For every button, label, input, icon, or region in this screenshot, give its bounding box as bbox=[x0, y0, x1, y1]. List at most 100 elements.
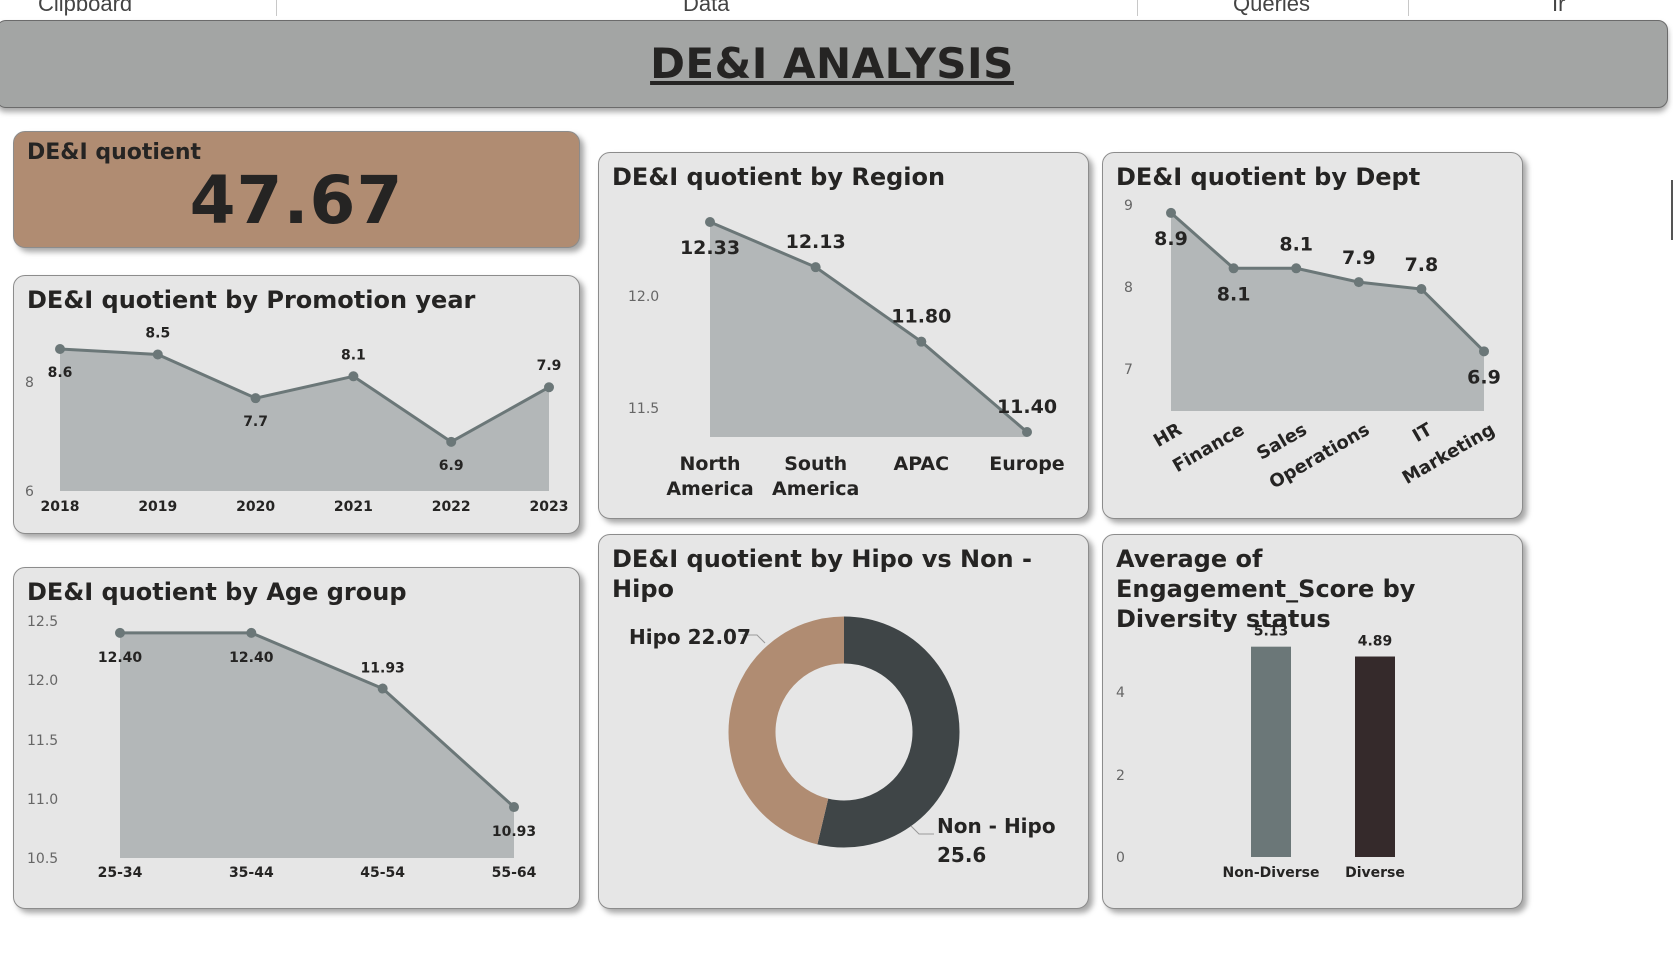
y-axis-tick-label: 11.5 bbox=[27, 733, 58, 749]
bar-data-label: 5.13 bbox=[1254, 624, 1289, 640]
promotion-year-card[interactable]: DE&I quotient by Promotion year 8 6 8.6 8.5… bbox=[13, 275, 580, 534]
data-point-marker bbox=[509, 802, 519, 813]
dashboard-title: DE&I ANALYSIS bbox=[650, 39, 1014, 88]
promotion-card-title: DE&I quotient by Promotion year bbox=[27, 286, 476, 314]
ribbon-separator bbox=[276, 0, 277, 16]
ribbon-separator bbox=[1137, 0, 1138, 16]
data-point-marker bbox=[250, 393, 261, 404]
region-card[interactable]: DE&I quotient by Region 12.0 11.5 12.33 12.… bbox=[598, 152, 1089, 519]
kpi-value: 47.67 bbox=[189, 162, 404, 239]
data-point-marker bbox=[246, 627, 257, 638]
hipo-card[interactable]: DE&I quotient by Hipo vs Non - Hipo Hipo… bbox=[598, 534, 1089, 909]
x-axis-category-label: APAC bbox=[894, 453, 950, 475]
y-axis-tick-label: 7 bbox=[1124, 362, 1133, 378]
y-axis-tick-label: 8 bbox=[1124, 280, 1133, 296]
x-axis-category-label: Europe bbox=[989, 453, 1064, 475]
y-axis-tick-label: 2 bbox=[1116, 768, 1125, 784]
series-line bbox=[1170, 211, 1486, 353]
data-label: 7.9 bbox=[1342, 247, 1376, 269]
data-point-marker bbox=[1291, 263, 1302, 274]
x-axis-category-label: 45-54 bbox=[360, 865, 405, 881]
data-label: 7.7 bbox=[243, 414, 268, 430]
data-label: 6.9 bbox=[1467, 366, 1501, 388]
data-label: 11.80 bbox=[891, 306, 951, 328]
dashboard-banner: DE&I ANALYSIS bbox=[0, 20, 1668, 108]
data-label: 7.9 bbox=[537, 358, 562, 374]
ribbon-separator bbox=[1408, 0, 1409, 16]
x-axis-category-label: 2018 bbox=[41, 499, 80, 515]
series-line bbox=[709, 220, 1028, 434]
bar-diverse bbox=[1355, 656, 1395, 857]
kpi-card[interactable]: DE&I quotient 47.67 bbox=[13, 131, 580, 248]
data-label: 8.5 bbox=[145, 325, 170, 341]
hipo-donut-chart: Hipo 22.07 Non - Hipo 25.6 bbox=[629, 616, 1056, 867]
donut-label-non-hipo-value: 25.6 bbox=[937, 843, 986, 867]
kpi-label: DE&I quotient bbox=[27, 140, 202, 165]
data-label: 7.8 bbox=[1405, 254, 1439, 276]
data-label: 8.1 bbox=[1217, 283, 1251, 305]
age-group-card[interactable]: DE&I quotient by Age group 12.5 12.0 11.5 1… bbox=[13, 567, 580, 909]
ribbon-group-clipboard[interactable]: Clipboard bbox=[38, 0, 133, 16]
data-point-marker bbox=[115, 627, 125, 638]
data-point-marker bbox=[377, 683, 388, 694]
x-axis-category-label: 2023 bbox=[530, 499, 569, 515]
data-point-marker bbox=[810, 262, 821, 273]
engagement-card[interactable]: Average of Engagement_Score by Diversity… bbox=[1102, 534, 1523, 909]
y-axis-tick-label: 11.0 bbox=[27, 792, 58, 808]
age-group-chart: 12.5 12.0 11.5 11.0 10.5 12.40 12.40 11.93 10.93… bbox=[27, 614, 537, 881]
scrollbar-edge[interactable] bbox=[1671, 180, 1673, 240]
x-axis-category-label: 2020 bbox=[236, 499, 275, 515]
data-label: 8.1 bbox=[1279, 233, 1313, 255]
series-line bbox=[59, 347, 550, 444]
data-point-marker bbox=[705, 217, 715, 227]
data-point-marker bbox=[916, 336, 927, 347]
series-area bbox=[60, 349, 549, 491]
ribbon-group-data[interactable]: Data bbox=[683, 0, 730, 16]
data-point-marker bbox=[1166, 207, 1176, 218]
excel-ribbon-strip: Clipboard Data Queries Ir bbox=[0, 0, 1673, 16]
data-label: 11.93 bbox=[361, 661, 405, 677]
leader-line bbox=[742, 634, 766, 644]
data-label: 12.40 bbox=[98, 650, 143, 666]
x-axis-category-label: IT bbox=[1409, 419, 1437, 447]
y-axis-tick-label: 12.5 bbox=[27, 614, 58, 630]
data-point-marker bbox=[544, 382, 554, 393]
series-area bbox=[710, 222, 1027, 437]
x-axis-category-label: 2021 bbox=[334, 499, 373, 515]
data-label: 11.40 bbox=[997, 396, 1057, 418]
y-axis-tick-label: 8 bbox=[25, 375, 34, 391]
series-line bbox=[120, 631, 516, 809]
data-label: 10.93 bbox=[492, 824, 536, 840]
data-label: 8.9 bbox=[1154, 228, 1188, 250]
data-point-marker bbox=[446, 436, 457, 447]
x-axis-category-label: 55-64 bbox=[492, 865, 537, 881]
y-axis-tick-label: 6 bbox=[25, 484, 34, 500]
bar-non-diverse bbox=[1251, 646, 1291, 857]
ribbon-group-queries[interactable]: Queries bbox=[1233, 0, 1311, 16]
x-axis-category-label: HR bbox=[1150, 419, 1186, 452]
x-axis-category-label: 2022 bbox=[432, 499, 471, 515]
data-point-marker bbox=[1228, 263, 1239, 274]
ribbon-group-partial[interactable]: Ir bbox=[1552, 0, 1566, 16]
x-axis-category-label: Finance bbox=[1169, 419, 1248, 477]
y-axis-tick-label: 0 bbox=[1116, 850, 1125, 866]
donut-slice-non-hipo bbox=[817, 616, 960, 848]
donut-slice-hipo bbox=[728, 616, 845, 845]
y-axis-tick-label: 12.0 bbox=[27, 673, 58, 689]
hipo-card-title: DE&I quotient by Hipo vs Non - Hipo bbox=[612, 545, 1032, 603]
dept-card[interactable]: DE&I quotient by Dept 9 8 7 8.9 8.1 8.1 7.9 7.8… bbox=[1102, 152, 1523, 519]
donut-label-non-hipo-name: Non - Hipo bbox=[937, 814, 1056, 838]
series-area bbox=[120, 632, 514, 858]
y-axis-tick-label: 9 bbox=[1124, 198, 1133, 214]
age-card-title: DE&I quotient by Age group bbox=[27, 578, 407, 606]
data-label: 6.9 bbox=[439, 458, 464, 474]
x-axis-category-label: 25-34 bbox=[98, 865, 143, 881]
x-axis-category-label: Diverse bbox=[1345, 865, 1405, 881]
engagement-card-title: Average of Engagement_Score by Diversity… bbox=[1116, 545, 1416, 633]
region-chart: 12.0 11.5 12.33 12.13 11.80 11.40 North America… bbox=[628, 217, 1065, 500]
dept-card-title: DE&I quotient by Dept bbox=[1116, 163, 1421, 191]
data-point-marker bbox=[55, 344, 65, 354]
data-point-marker bbox=[348, 371, 359, 382]
engagement-bar-chart: 4 2 0 5.13 Non-Diverse 4.89 Diverse bbox=[1116, 624, 1405, 881]
